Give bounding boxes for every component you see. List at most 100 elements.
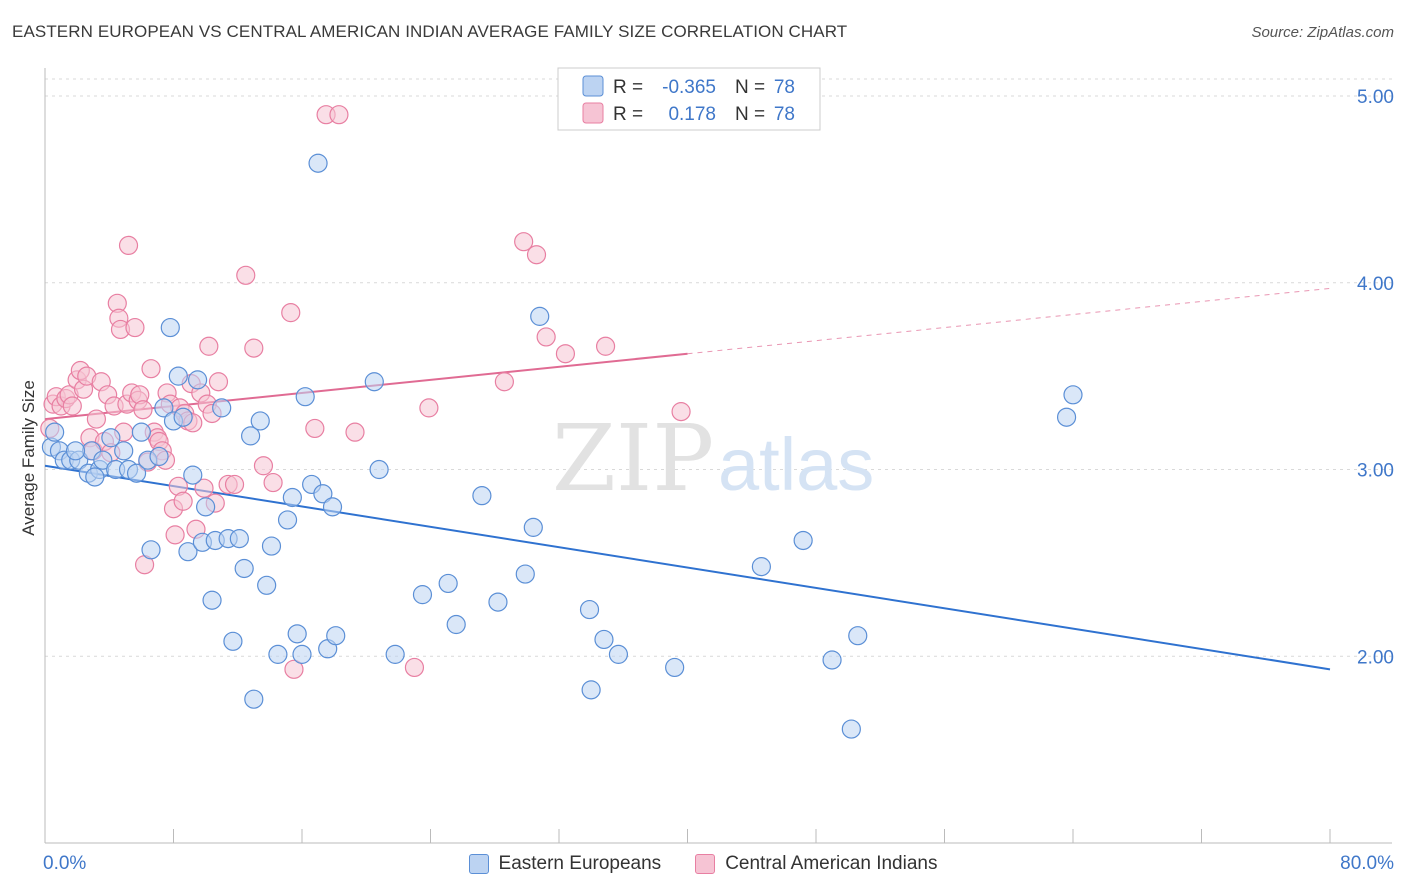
y-axis-label: Average Family Size (19, 380, 38, 536)
point-eastern-europeans-58 (472, 486, 492, 506)
point-central-american-indians-76 (595, 336, 616, 356)
point-eastern-europeans-59 (488, 592, 508, 612)
point-eastern-europeans-44 (292, 644, 312, 664)
trend-line-eastern-europeans (44, 464, 1331, 671)
point-eastern-europeans-11 (114, 441, 134, 461)
watermark: ZIP atlas (552, 405, 874, 512)
point-central-american-indians-69 (404, 657, 425, 678)
point-central-american-indians-13 (86, 409, 107, 429)
point-central-american-indians-74 (536, 327, 556, 347)
point-eastern-europeans-61 (523, 517, 543, 537)
point-eastern-europeans-70 (822, 650, 842, 670)
point-central-american-indians-56 (208, 372, 229, 392)
chart-title: EASTERN EUROPEAN VS CENTRAL AMERICAN IND… (12, 22, 848, 41)
point-eastern-europeans-32 (223, 631, 243, 651)
legend-swatch-blue (582, 75, 604, 97)
data-points (40, 105, 1083, 739)
point-central-american-indians-75 (555, 344, 576, 364)
point-eastern-europeans-63 (579, 599, 600, 620)
stats-legend: R = -0.365 N = 78 R = 0.178 N = 78 (557, 67, 821, 131)
point-central-american-indians-29 (133, 400, 153, 420)
legend-n-label-blue: N = (735, 77, 765, 98)
point-eastern-europeans-42 (282, 487, 302, 508)
point-eastern-europeans-18 (154, 398, 174, 418)
point-eastern-europeans-62 (530, 306, 550, 326)
point-central-american-indians-6 (62, 396, 82, 416)
point-eastern-europeans-35 (241, 426, 261, 446)
point-central-american-indians-68 (345, 422, 365, 442)
y-tick-label-2: 4.00 (1357, 274, 1394, 295)
point-eastern-europeans-24 (183, 465, 203, 485)
point-eastern-europeans-14 (131, 422, 151, 442)
legend-n-value-blue: 78 (774, 77, 795, 98)
point-central-american-indians-63 (281, 303, 301, 323)
point-eastern-europeans-22 (173, 407, 193, 427)
point-eastern-europeans-37 (250, 411, 270, 431)
point-eastern-europeans-34 (234, 558, 254, 579)
point-eastern-europeans-39 (261, 536, 282, 556)
point-central-american-indians-32 (141, 359, 161, 379)
point-central-american-indians-77 (671, 402, 691, 422)
point-eastern-europeans-38 (257, 575, 277, 595)
point-central-american-indians-26 (125, 317, 145, 338)
watermark-atlas: atlas (718, 423, 874, 506)
x-tick-label-0: 0.0% (43, 853, 86, 874)
point-central-american-indians-41 (165, 525, 185, 545)
point-central-american-indians-67 (329, 105, 349, 125)
point-central-american-indians-51 (194, 478, 214, 498)
point-central-american-indians-71 (494, 372, 514, 392)
tick-labels: 2.00 3.00 4.00 5.00 0.0% 80.0% (43, 87, 1394, 874)
point-eastern-europeans-23 (178, 542, 198, 562)
legend-r-label-pink: R = (613, 104, 643, 125)
legend-swatch-central-american-indians (695, 854, 716, 874)
point-eastern-europeans-53 (369, 459, 389, 480)
point-central-american-indians-53 (199, 336, 219, 356)
point-eastern-europeans-9 (101, 428, 121, 448)
point-eastern-europeans-65 (594, 629, 614, 650)
point-eastern-europeans-72 (848, 626, 868, 646)
bottom-legend: Eastern Europeans Central American India… (0, 851, 1406, 877)
point-central-american-indians-61 (253, 456, 274, 476)
point-eastern-europeans-60 (515, 564, 535, 584)
legend-n-label-pink: N = (735, 104, 765, 125)
point-central-american-indians-72 (514, 232, 534, 252)
point-eastern-europeans-28 (202, 590, 222, 610)
point-eastern-europeans-36 (244, 689, 264, 709)
point-eastern-europeans-45 (295, 387, 315, 407)
point-central-american-indians-58 (224, 474, 245, 495)
point-eastern-europeans-25 (187, 370, 208, 390)
point-eastern-europeans-55 (412, 585, 433, 605)
point-central-american-indians-62 (263, 472, 283, 493)
point-eastern-europeans-17 (149, 446, 169, 467)
point-eastern-europeans-64 (581, 680, 601, 700)
point-eastern-europeans-54 (385, 644, 405, 664)
y-tick-label-0: 2.00 (1357, 647, 1394, 668)
point-eastern-europeans-74 (1063, 385, 1083, 405)
point-eastern-europeans-43 (287, 624, 307, 644)
point-eastern-europeans-19 (160, 317, 180, 338)
point-eastern-europeans-33 (229, 529, 249, 549)
point-eastern-europeans-71 (841, 719, 861, 739)
point-central-american-indians-60 (244, 338, 264, 358)
point-eastern-europeans-50 (322, 497, 343, 517)
point-eastern-europeans-52 (364, 372, 384, 392)
point-eastern-europeans-51 (326, 626, 346, 646)
legend-r-label-blue: R = (613, 77, 643, 98)
point-eastern-europeans-21 (168, 366, 188, 386)
point-central-american-indians-24 (118, 235, 139, 256)
point-eastern-europeans-68 (751, 557, 771, 577)
legend-label-central-american-indians: Central American Indians (725, 853, 938, 874)
point-eastern-europeans-66 (608, 644, 629, 664)
point-central-american-indians-44 (173, 491, 193, 511)
legend-r-value-pink: 0.178 (668, 104, 716, 125)
point-central-american-indians-64 (284, 659, 304, 679)
trend-line-central-american-indians-extension (687, 287, 1331, 355)
y-tick-label-3: 5.00 (1357, 87, 1394, 108)
chart-source: Source: ZipAtlas.com (1251, 24, 1394, 41)
legend-swatch-eastern-europeans (468, 854, 489, 874)
axes (44, 68, 1392, 844)
point-eastern-europeans-75 (45, 422, 65, 442)
legend-label-eastern-europeans: Eastern Europeans (498, 853, 662, 874)
point-central-american-indians-59 (236, 265, 256, 285)
